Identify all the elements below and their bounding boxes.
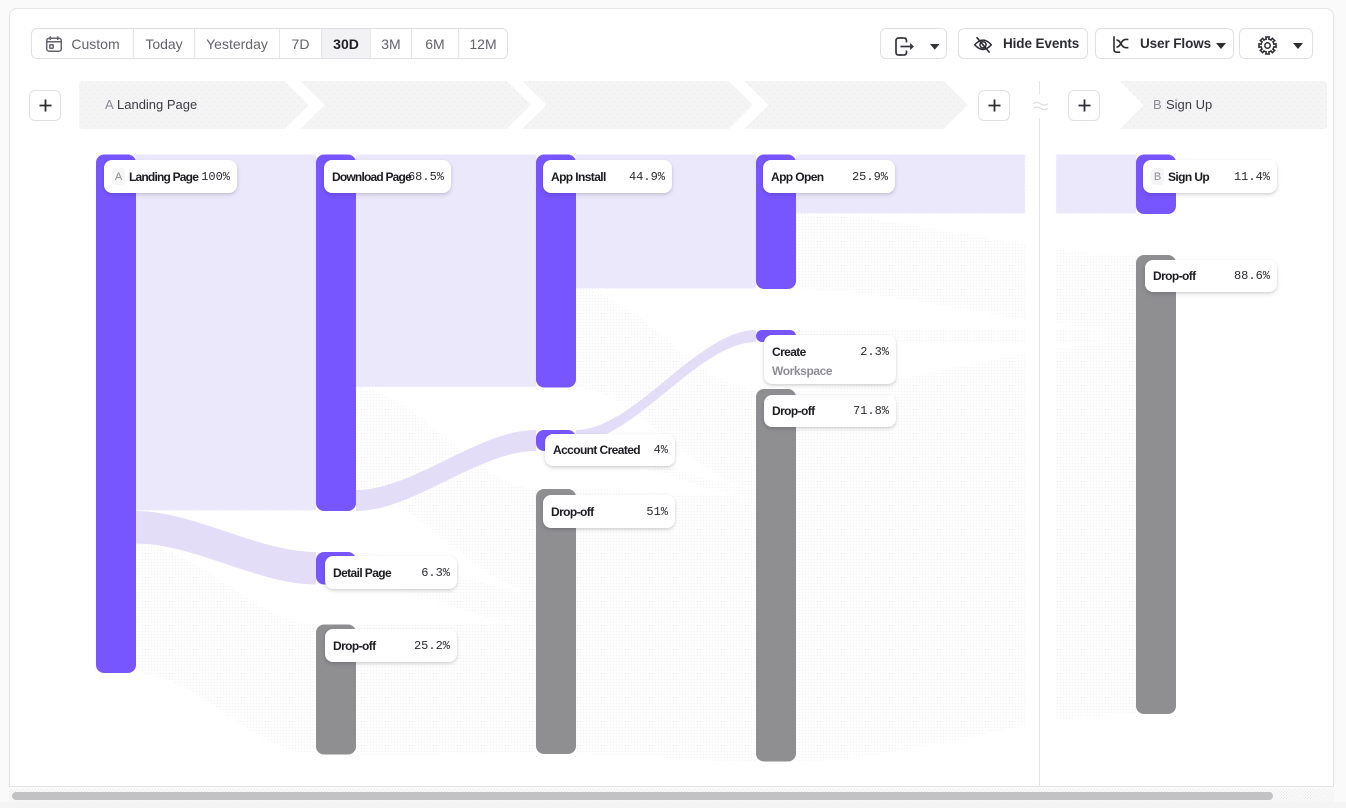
svg-text:Sign Up: Sign Up xyxy=(1166,97,1212,112)
svg-text:B: B xyxy=(1153,97,1162,112)
svg-text:A: A xyxy=(105,97,114,112)
svg-text:Landing Page: Landing Page xyxy=(117,97,197,112)
